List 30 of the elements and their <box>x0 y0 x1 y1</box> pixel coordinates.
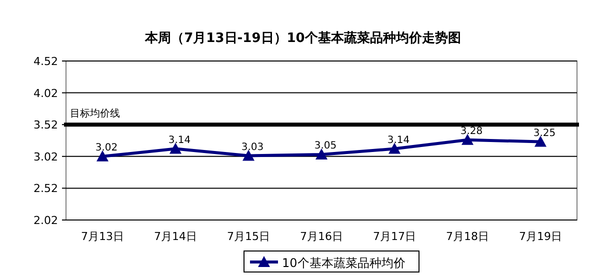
y-tick-label: 2.52 <box>34 182 58 196</box>
point <box>388 142 400 154</box>
x-tick-label: 7月17日 <box>373 230 416 243</box>
data-label: 3.28 <box>460 126 483 137</box>
x-tick-label: 7月18日 <box>446 230 489 243</box>
point <box>242 150 254 161</box>
data-label: 3.25 <box>533 128 556 139</box>
x-tick-label: 7月14日 <box>154 230 197 243</box>
data-label: 3.14 <box>387 134 410 146</box>
y-tick-label: 3.02 <box>34 150 58 164</box>
legend-label: 10个基本蔬菜品种均价 <box>282 256 406 270</box>
ref-line-label: 目标均价线 <box>70 108 120 120</box>
point <box>96 150 108 162</box>
data-label: 3.05 <box>314 140 337 152</box>
point <box>462 134 474 145</box>
chart-title: 本周（7月13日-19日）10个基本蔬菜品种均价走势图 <box>144 30 461 46</box>
y-tick-label: 3.52 <box>34 118 58 132</box>
data-label: 3.02 <box>95 142 118 154</box>
y-tick-label: 4.02 <box>34 86 58 100</box>
x-tick-label: 7月15日 <box>227 230 270 243</box>
x-tick-label: 7月16日 <box>300 230 343 243</box>
x-tick-label: 7月19日 <box>519 230 562 243</box>
point <box>316 148 328 160</box>
data-label: 3.14 <box>168 134 191 146</box>
data-label: 3.03 <box>241 142 264 153</box>
x-tick-label: 7月13日 <box>81 230 124 243</box>
point <box>170 142 182 154</box>
point <box>534 136 546 147</box>
y-tick-label: 2.02 <box>34 214 58 227</box>
y-tick-label: 4.52 <box>34 55 58 68</box>
